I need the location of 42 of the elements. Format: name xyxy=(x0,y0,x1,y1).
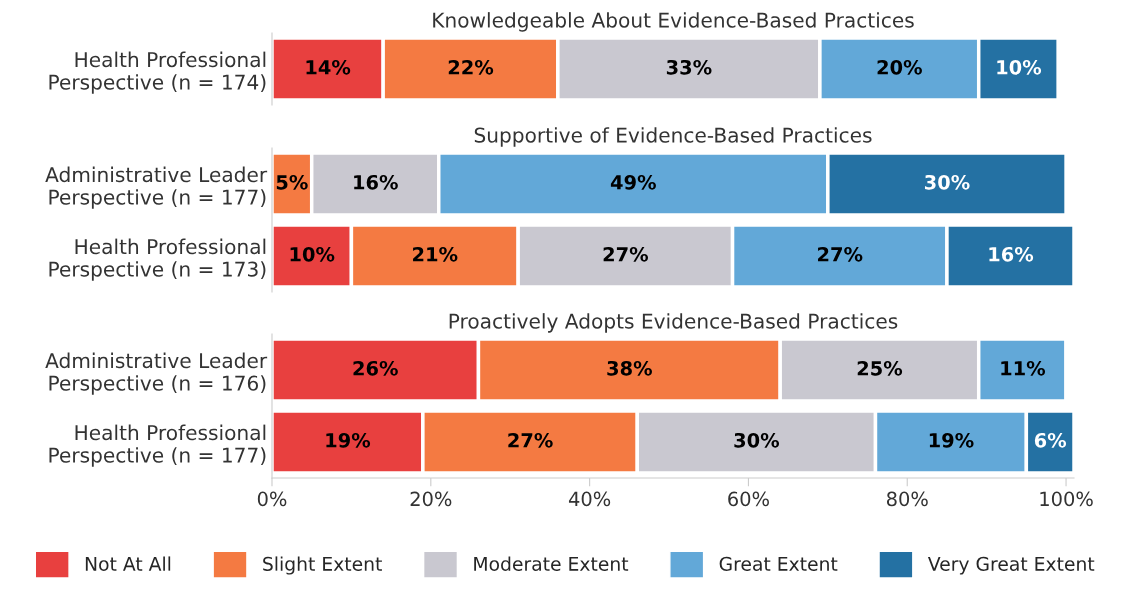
data-label: 33% xyxy=(666,59,712,75)
x-tick-label: 80% xyxy=(886,491,928,507)
data-label: 26% xyxy=(353,360,398,376)
data-label: 10% xyxy=(290,246,335,262)
legend-label: Not At All xyxy=(85,556,171,571)
data-label: 14% xyxy=(306,59,351,75)
data-label: 27% xyxy=(603,246,649,262)
x-tick-label: 20% xyxy=(410,491,452,507)
data-label: 6% xyxy=(1034,432,1067,448)
y-tick-label: Health Professional Perspective (n = 177) xyxy=(49,424,266,467)
legend-label: Great Extent xyxy=(719,556,838,571)
data-label: 30% xyxy=(924,174,970,190)
legend-label: Slight Extent xyxy=(263,556,382,575)
data-label: 25% xyxy=(857,360,903,376)
data-label: 10% xyxy=(997,59,1042,75)
data-label: 5% xyxy=(276,174,308,190)
data-label: 16% xyxy=(989,246,1034,262)
chart-title: Supportive of Evidence-Based Practices xyxy=(474,127,872,147)
chart-title: Proactively Adopts Evidence-Based Practices xyxy=(449,313,898,333)
data-label: 21% xyxy=(413,246,458,262)
y-tick-label: Administrative Leader Perspective (n = 176) xyxy=(45,352,268,395)
y-tick-label: Health Professional Perspective (n = 173) xyxy=(49,238,266,281)
data-label: 49% xyxy=(610,174,656,190)
data-label: 30% xyxy=(734,432,780,448)
legend-label: Moderate Extent xyxy=(474,556,629,571)
x-tick-label: 100% xyxy=(1040,491,1093,507)
x-tick-label: 40% xyxy=(568,491,611,507)
data-label: 19% xyxy=(326,432,371,448)
y-tick-label: Administrative Leader Perspective (n = 177) xyxy=(45,166,268,209)
data-label: 27% xyxy=(508,432,553,448)
data-label: 38% xyxy=(607,360,652,376)
data-label: 20% xyxy=(877,59,922,75)
data-label: 27% xyxy=(818,246,863,262)
chart-title: Knowledgeable About Evidence-Based Practices xyxy=(433,12,914,32)
y-tick-label: Health Professional Perspective (n = 174) xyxy=(49,51,266,94)
data-label: 16% xyxy=(354,174,398,190)
data-label: 11% xyxy=(1001,360,1046,376)
legend-label: Very Great Extent xyxy=(927,556,1095,575)
x-tick-label: 60% xyxy=(728,491,769,507)
data-label: 19% xyxy=(929,432,974,448)
data-label: 22% xyxy=(448,59,494,75)
x-tick-label: 0% xyxy=(257,491,287,507)
